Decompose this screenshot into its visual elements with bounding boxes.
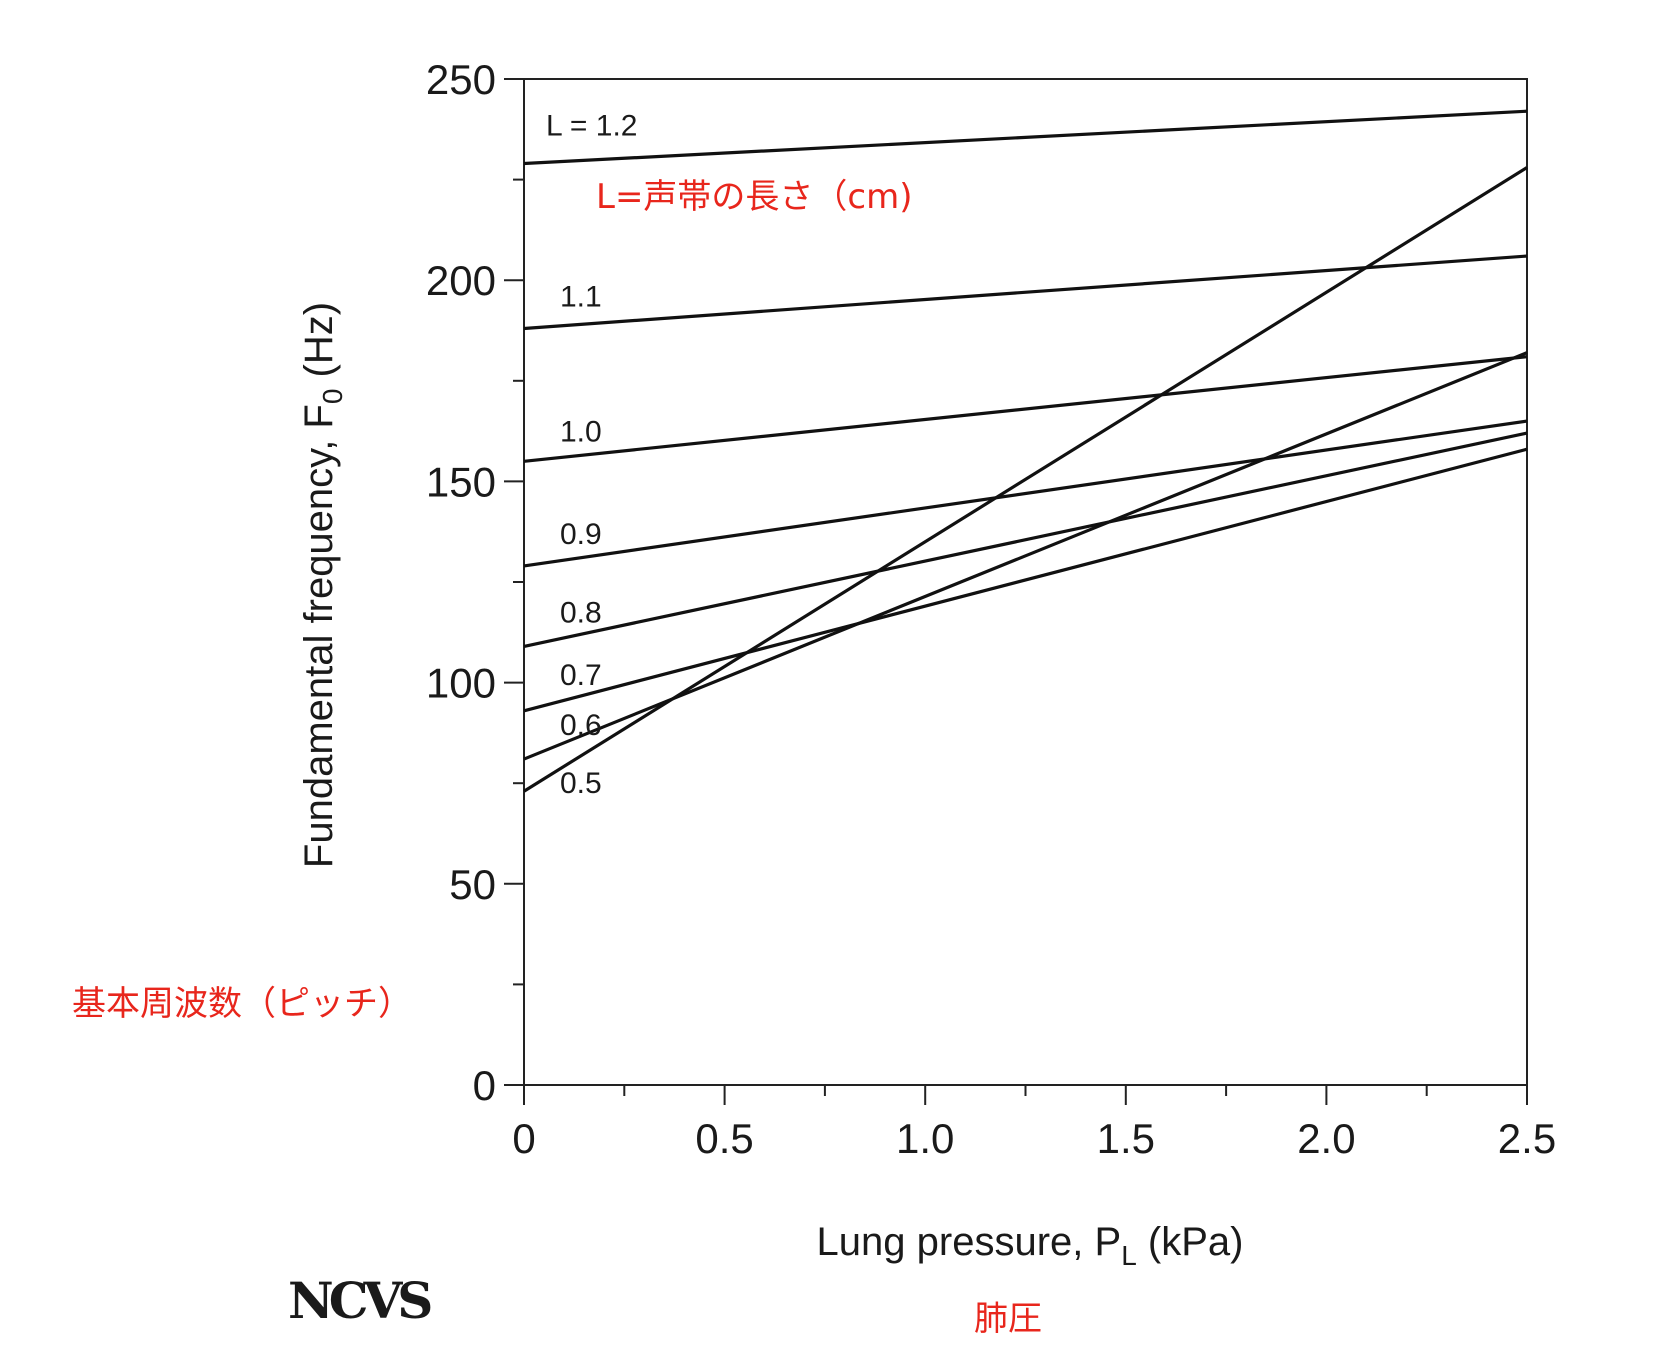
y-tick-label: 100 — [426, 660, 496, 707]
x-tick-label: 0 — [512, 1115, 535, 1162]
x-tick-label: 1.5 — [1097, 1115, 1155, 1162]
y-tick-label: 150 — [426, 458, 496, 505]
series-label-5: 0.8 — [560, 596, 602, 629]
series-line-3 — [523, 355, 1528, 463]
x-tick-label: 0.5 — [695, 1115, 753, 1162]
series-label-1: L = 1.2 — [546, 110, 637, 143]
y-tick-label: 250 — [426, 56, 496, 103]
axis-ticks: 0 0.5 1.0 1.5 2.0 2.5 0 50 100 150 200 250 — [426, 56, 1556, 1162]
pitch-annotation: 基本周波数（ピッチ） — [72, 984, 412, 1024]
series-label-4: 0.9 — [560, 518, 602, 551]
series-line-1 — [523, 109, 1528, 166]
x-tick-label: 2.0 — [1297, 1115, 1355, 1162]
series-labels: L = 1.2 1.1 1.0 0.9 0.8 0.7 0.6 0.5 — [546, 110, 637, 801]
series-label-3: 1.0 — [560, 415, 602, 448]
series-label-7: 0.6 — [560, 709, 602, 742]
series-line-7 — [523, 351, 1528, 761]
x-tick-label: 1.0 — [896, 1115, 954, 1162]
plot-frame — [523, 78, 1528, 1086]
series-line-5 — [523, 431, 1528, 648]
y-axis-title: Fundamental frequency, F0 (Hz) — [297, 302, 348, 868]
y-tick-label: 200 — [426, 257, 496, 304]
series-label-6: 0.7 — [560, 659, 602, 692]
pressure-annotation: 肺圧 — [974, 1299, 1042, 1339]
length-annotation: L=声帯の長さ（cm) — [596, 177, 913, 217]
series-line-4 — [523, 419, 1528, 568]
series-line-2 — [523, 254, 1528, 331]
series-line-6 — [523, 447, 1528, 713]
series-label-2: 1.1 — [560, 280, 602, 313]
y-tick-label: 50 — [449, 861, 496, 908]
ncvs-logo: NCVS — [288, 1271, 431, 1330]
series-label-8: 0.5 — [560, 767, 602, 800]
series-lines — [523, 109, 1528, 793]
x-tick-label: 2.5 — [1498, 1115, 1556, 1162]
x-axis-title: Lung pressure, PL (kPa) — [817, 1220, 1244, 1271]
series-line-8 — [523, 166, 1528, 793]
y-tick-label: 0 — [473, 1062, 496, 1109]
